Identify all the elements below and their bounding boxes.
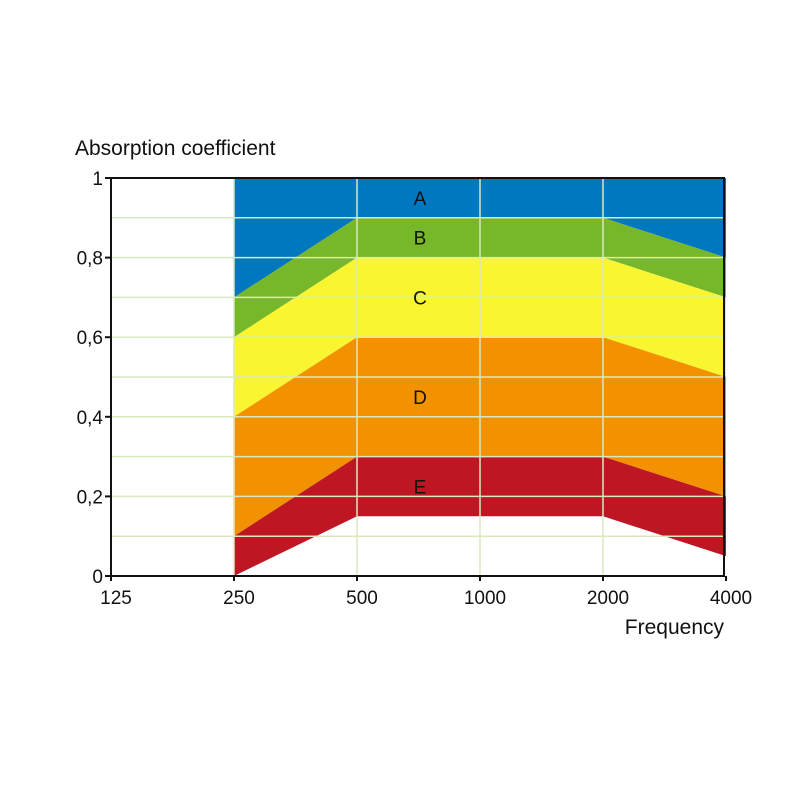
x-tick-label: 125 [100, 588, 132, 609]
band-label-a: A [414, 189, 427, 210]
x-tick-label: 4000 [710, 588, 752, 609]
x-axis-title: Frequency [625, 616, 725, 639]
y-tick-label: 1 [92, 169, 103, 190]
x-tick-label: 1000 [464, 588, 506, 609]
grid-layer [111, 178, 724, 576]
y-tick-label: 0,4 [77, 408, 104, 429]
labels-layer: 0 0,2 0,4 0,6 0,8 1 125 250 500 1000 2000 4000 AB C D E [77, 169, 753, 609]
x-tick-label: 500 [346, 588, 378, 609]
axes-layer [105, 177, 727, 581]
x-tick-label: 250 [223, 588, 255, 609]
y-tick-label: 0,6 [77, 328, 103, 349]
plot-frame [110, 177, 725, 577]
y-tick-label: 0,8 [77, 249, 103, 270]
band-label-e: E [414, 477, 427, 498]
y-tick-label: 0 [92, 567, 103, 588]
x-tick-label: 2000 [587, 588, 629, 609]
band-label-c: C [413, 288, 427, 309]
band-label-b: B [414, 229, 427, 250]
y-tick-label: 0,2 [77, 487, 103, 508]
y-axis-title: Absorption coefficient [75, 137, 276, 160]
band-label-d: D [413, 388, 427, 409]
